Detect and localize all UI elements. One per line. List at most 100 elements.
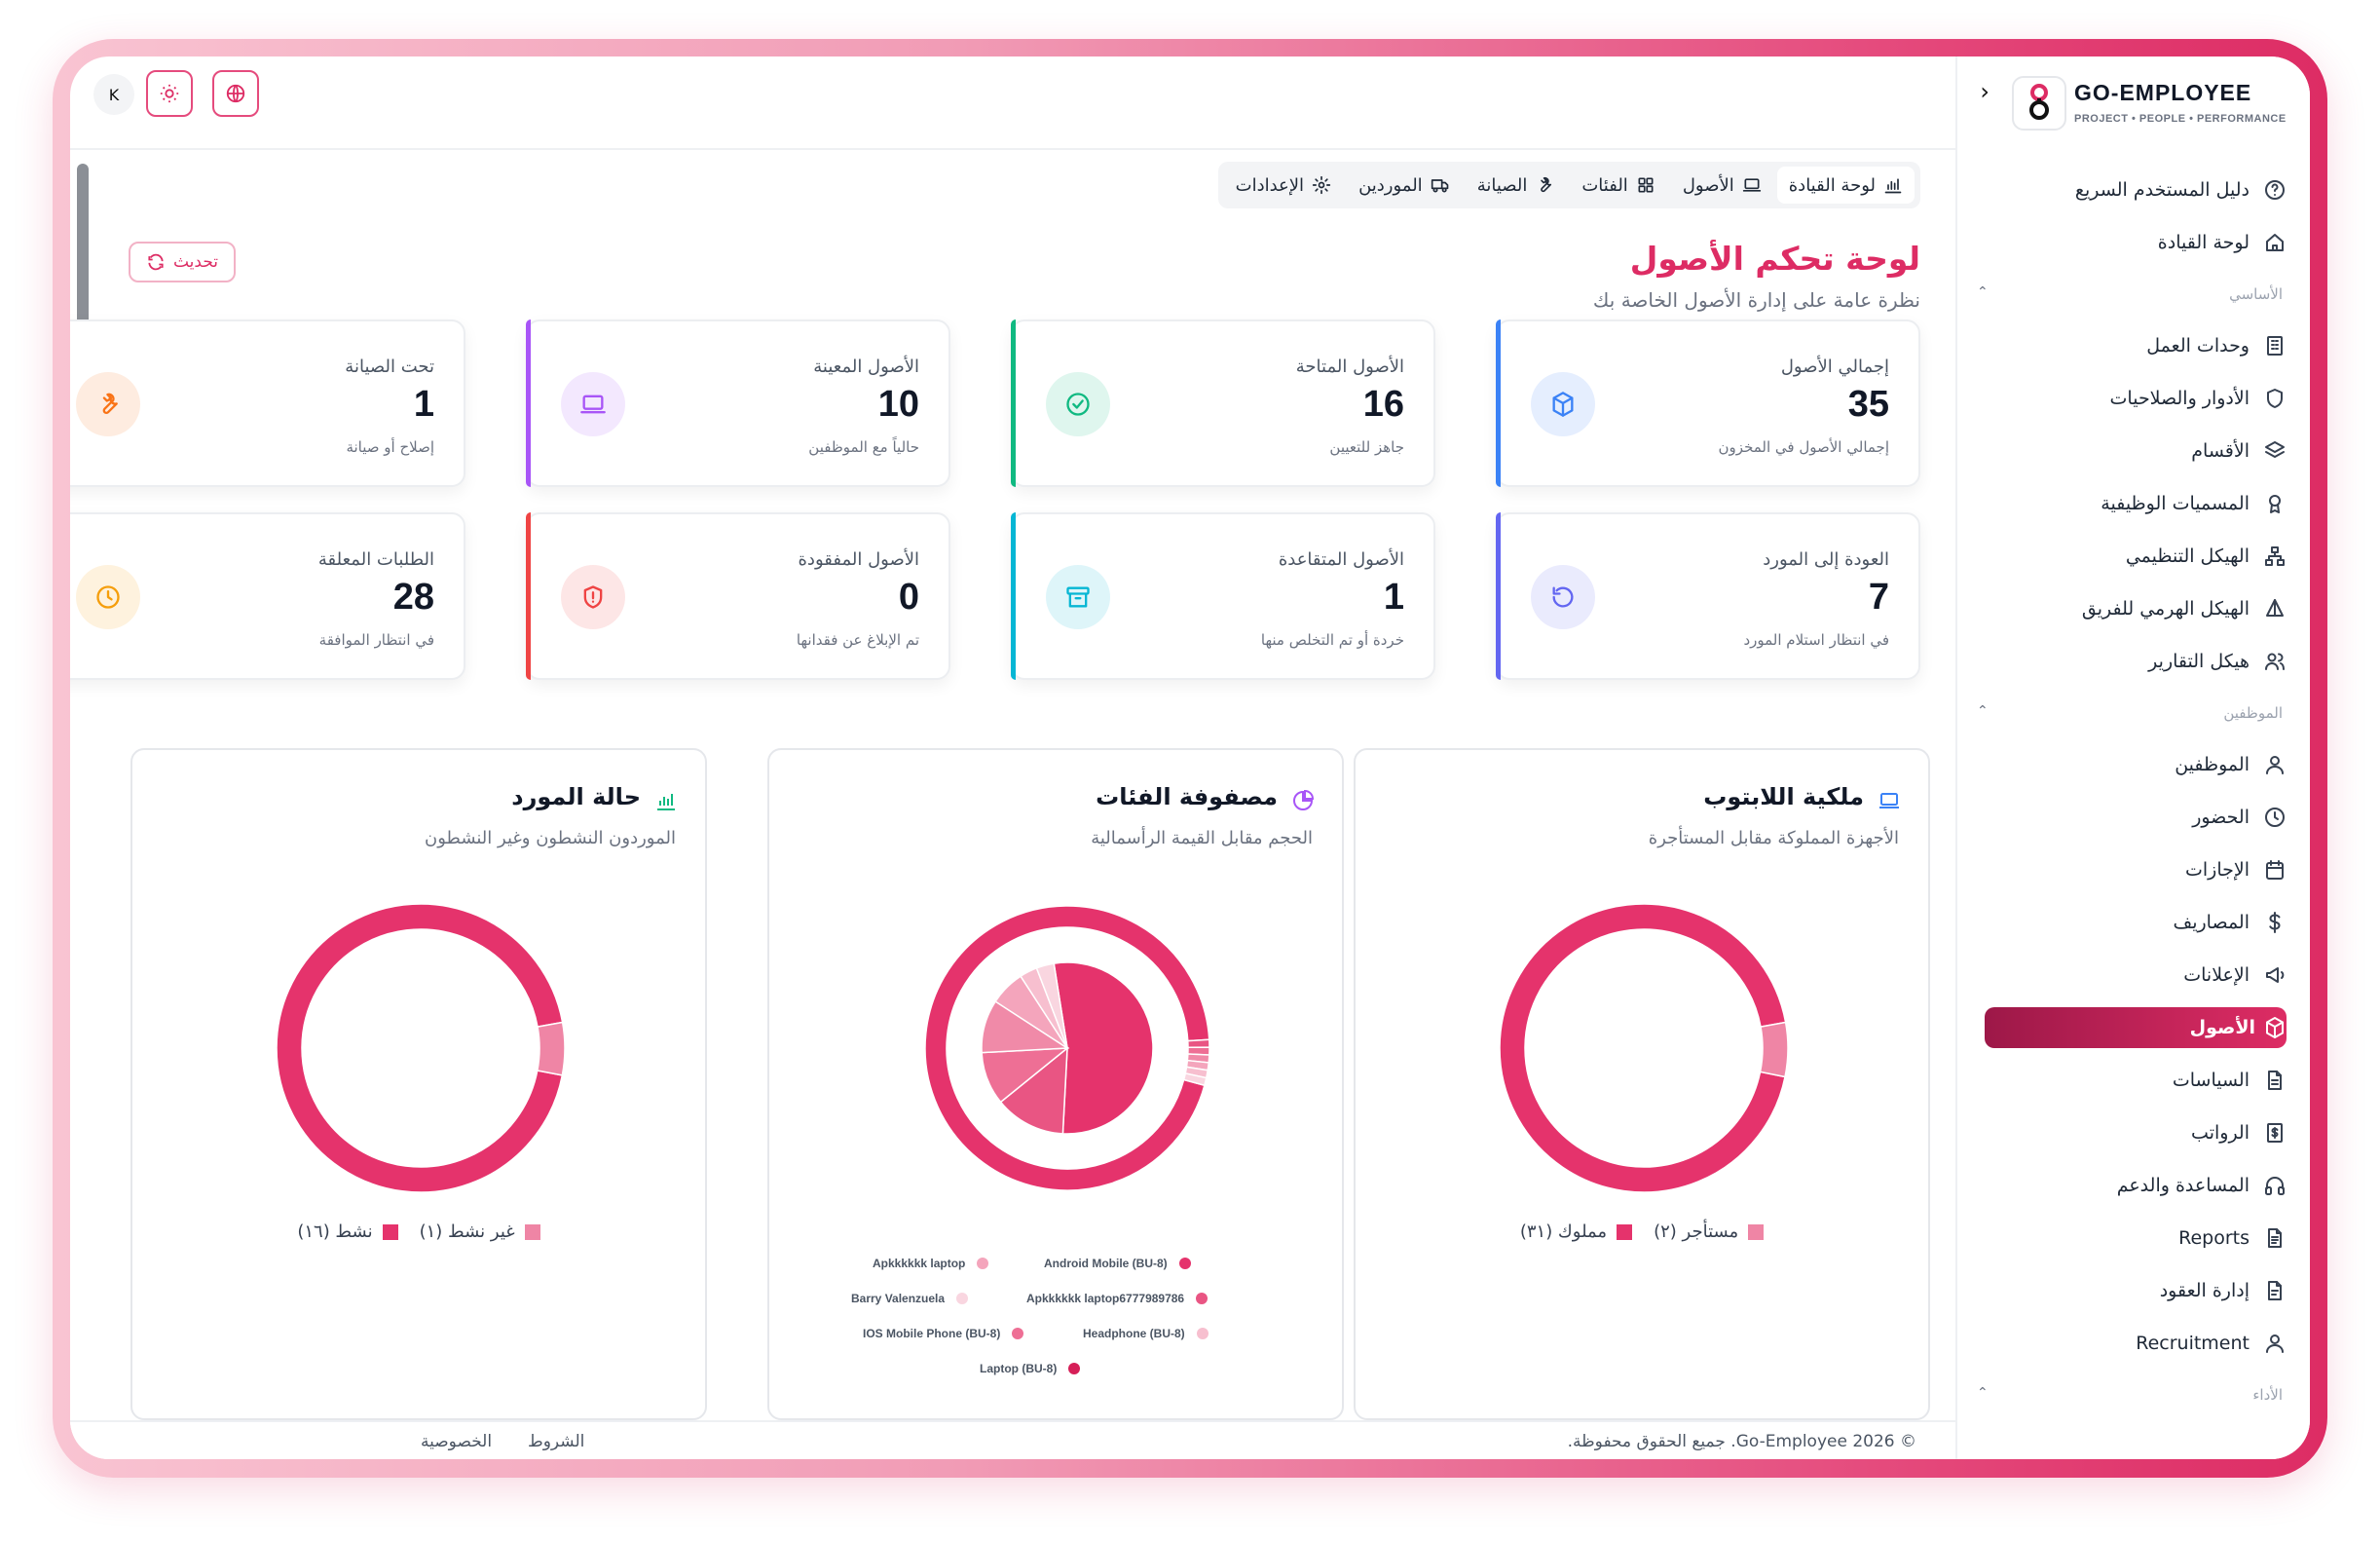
sidebar-item-label: الإعلانات xyxy=(2183,964,2250,986)
legend-item[interactable]: Barry Valenzuela xyxy=(851,1292,969,1305)
sidebar-item-home[interactable]: لوحة القيادة xyxy=(1955,216,2310,269)
sidebar-item-building[interactable]: وحدات العمل xyxy=(1955,319,2310,372)
laptop-icon xyxy=(1742,178,1761,192)
theme-toggle-button[interactable] xyxy=(146,70,193,117)
sidebar-item-dollar[interactable]: المصاريف xyxy=(1955,896,2310,949)
chevron-up-icon: ⌃ xyxy=(1977,703,1989,719)
pie-slice-Laptop (BU-8)[interactable] xyxy=(1053,961,1154,1135)
refresh-button[interactable]: تحديث xyxy=(129,242,236,282)
terms-link[interactable]: الشروط xyxy=(528,1432,585,1451)
sidebar-item-label: هيكل التقارير xyxy=(2148,651,2250,672)
stat-icon-badge xyxy=(1046,372,1110,436)
sidebar-item-megaphone[interactable]: الإعلانات xyxy=(1955,949,2310,1001)
sidebar-item-org-chart[interactable]: الهيكل التنظيمي xyxy=(1955,530,2310,583)
box-icon xyxy=(2263,1016,2287,1039)
sidebar-item-award[interactable]: المسميات الوظيفية xyxy=(1955,477,2310,530)
legend-item[interactable]: Android Mobile (BU-8) xyxy=(1044,1257,1191,1270)
sidebar-item-label: وحدات العمل xyxy=(2146,335,2250,357)
legend-item-inactive[interactable]: غير نشط (١) xyxy=(420,1222,540,1242)
sidebar-item-label: الإجازات xyxy=(2185,859,2250,881)
legend-item-owned[interactable]: مملوك (٣١) xyxy=(1520,1222,1633,1242)
sidebar-item-payroll[interactable]: الرواتب xyxy=(1955,1107,2310,1159)
legend-item[interactable]: Laptop (BU-8) xyxy=(980,1362,1081,1375)
stat-title: الأصول المتاحة xyxy=(1295,357,1404,377)
sidebar-item-recruit[interactable]: Recruitment xyxy=(1955,1317,2310,1370)
sidebar-item-label: الحضور xyxy=(2192,807,2250,828)
card-accent-bar xyxy=(1011,512,1016,680)
sidebar-item-document[interactable]: السياسات xyxy=(1955,1054,2310,1107)
sidebar-item-layers[interactable]: الأقسام xyxy=(1955,425,2310,477)
user-avatar[interactable]: K xyxy=(93,74,134,115)
tab-wrench[interactable]: الصيانة xyxy=(1466,167,1567,204)
pie-slice-IOS Mobile Phone (BU-8)[interactable] xyxy=(1035,962,1068,1049)
card-accent-bar xyxy=(1011,319,1016,487)
stat-value: 1 xyxy=(413,384,434,425)
sidebar-section-header[interactable]: الموظفين ⌃ xyxy=(1955,688,2310,738)
clock-icon xyxy=(96,585,120,609)
sidebar-item-report[interactable]: Reports xyxy=(1955,1212,2310,1264)
legend-item[interactable]: IOS Mobile Phone (BU-8) xyxy=(863,1327,1024,1340)
stat-title: الأصول المتقاعدة xyxy=(1278,549,1404,570)
brand-logo xyxy=(2012,76,2066,131)
stat-icon-badge xyxy=(1046,565,1110,629)
cube-icon xyxy=(1552,392,1574,417)
stat-value: 7 xyxy=(1868,577,1889,618)
users-icon xyxy=(2265,653,2285,670)
megaphone-icon xyxy=(2266,967,2285,983)
privacy-link[interactable]: الخصوصية xyxy=(421,1432,493,1451)
legend-item[interactable]: Apkkkkkk laptop xyxy=(873,1257,989,1270)
page-title: لوحة تحكم الأصول xyxy=(1629,240,1920,278)
collapse-sidebar-icon[interactable]: › xyxy=(1980,78,1990,105)
sidebar-item-help-circle[interactable]: دليل المستخدم السريع xyxy=(1955,164,2310,216)
stat-card-check-circle: الأصول المتاحة 16 جاهز للتعيين xyxy=(1011,319,1435,487)
language-button[interactable] xyxy=(212,70,259,117)
legend-item-leased[interactable]: مستأجر (٢) xyxy=(1654,1222,1765,1242)
tab-truck[interactable]: الموردين xyxy=(1347,167,1462,204)
sidebar-item-headphones[interactable]: المساعدة والدعم xyxy=(1955,1159,2310,1212)
box-icon xyxy=(2266,1017,2284,1038)
section-label: الأساسي xyxy=(2229,285,2283,303)
legend-label: غير نشط (١) xyxy=(419,1222,515,1242)
user-icon xyxy=(2266,756,2284,774)
legend-swatch xyxy=(524,1223,540,1240)
sidebar-item-users[interactable]: هيكل التقارير xyxy=(1955,635,2310,688)
legend-item[interactable]: Apkkkkkk laptop6777989786 xyxy=(1026,1292,1209,1305)
stat-subtitle: تم الإبلاغ عن فقدانها xyxy=(796,631,919,649)
legend-swatch xyxy=(1748,1223,1765,1240)
pie-slice-مملوك[interactable] xyxy=(1499,903,1787,1193)
sidebar-section-header[interactable]: الأساسي ⌃ xyxy=(1955,269,2310,319)
pie-slice-نشط[interactable] xyxy=(276,903,564,1193)
layers-icon xyxy=(2265,441,2285,458)
tab-bar-chart[interactable]: لوحة القيادة xyxy=(1776,167,1915,204)
stat-icon-badge xyxy=(561,565,625,629)
refresh-label: تحديث xyxy=(172,252,219,272)
pie-slice-Android Mobile (BU-8)[interactable] xyxy=(1186,1038,1210,1049)
sidebar-section-header[interactable]: الأداء ⌃ xyxy=(1955,1370,2310,1420)
sidebar-item-contract[interactable]: إدارة العقود xyxy=(1955,1264,2310,1317)
sidebar-item-calendar[interactable]: الإجازات xyxy=(1955,844,2310,896)
stat-title: الأصول المفقودة xyxy=(798,549,920,570)
sidebar: › GO-EMPLOYEE PROJECT • PEOPLE • PERFORM… xyxy=(1955,56,2310,1459)
sidebar-item-box[interactable]: الأصول xyxy=(1985,1007,2287,1048)
sidebar-item-user[interactable]: الموظفين xyxy=(1955,738,2310,791)
tab-grid[interactable]: الفئات xyxy=(1570,167,1666,204)
sidebar-item-pyramid[interactable]: الهيكل الهرمي للفريق xyxy=(1955,583,2310,635)
payroll-icon xyxy=(2267,1123,2283,1143)
pie-slice-غير نشط[interactable] xyxy=(536,1021,566,1076)
legend-item-active[interactable]: نشط (١٦) xyxy=(297,1222,398,1242)
users-icon xyxy=(2263,650,2287,673)
pie-slice-IOS Mobile Phone (BU-8)[interactable] xyxy=(1182,1072,1208,1087)
sidebar-item-label: الهيكل الهرمي للفريق xyxy=(2081,598,2250,620)
tab-gear[interactable]: الإعدادات xyxy=(1224,167,1343,204)
sidebar-item-shield[interactable]: الأدوار والصلاحيات xyxy=(1955,372,2310,425)
wrench-icon xyxy=(1541,176,1552,193)
legend-dot xyxy=(1196,1293,1209,1304)
pie-slice-مستأجر[interactable] xyxy=(1759,1021,1789,1078)
pie-slice-Laptop (BU-8)[interactable] xyxy=(924,905,1210,1191)
section-label: الموظفين xyxy=(2223,704,2283,722)
tab-laptop[interactable]: الأصول xyxy=(1671,167,1773,204)
sidebar-item-clock[interactable]: الحضور xyxy=(1955,791,2310,844)
legend-item[interactable]: Headphone (BU-8) xyxy=(1083,1327,1209,1340)
laptop-icon xyxy=(1879,793,1899,808)
pie-slice-Android Mobile (BU-8)[interactable] xyxy=(999,1046,1068,1135)
